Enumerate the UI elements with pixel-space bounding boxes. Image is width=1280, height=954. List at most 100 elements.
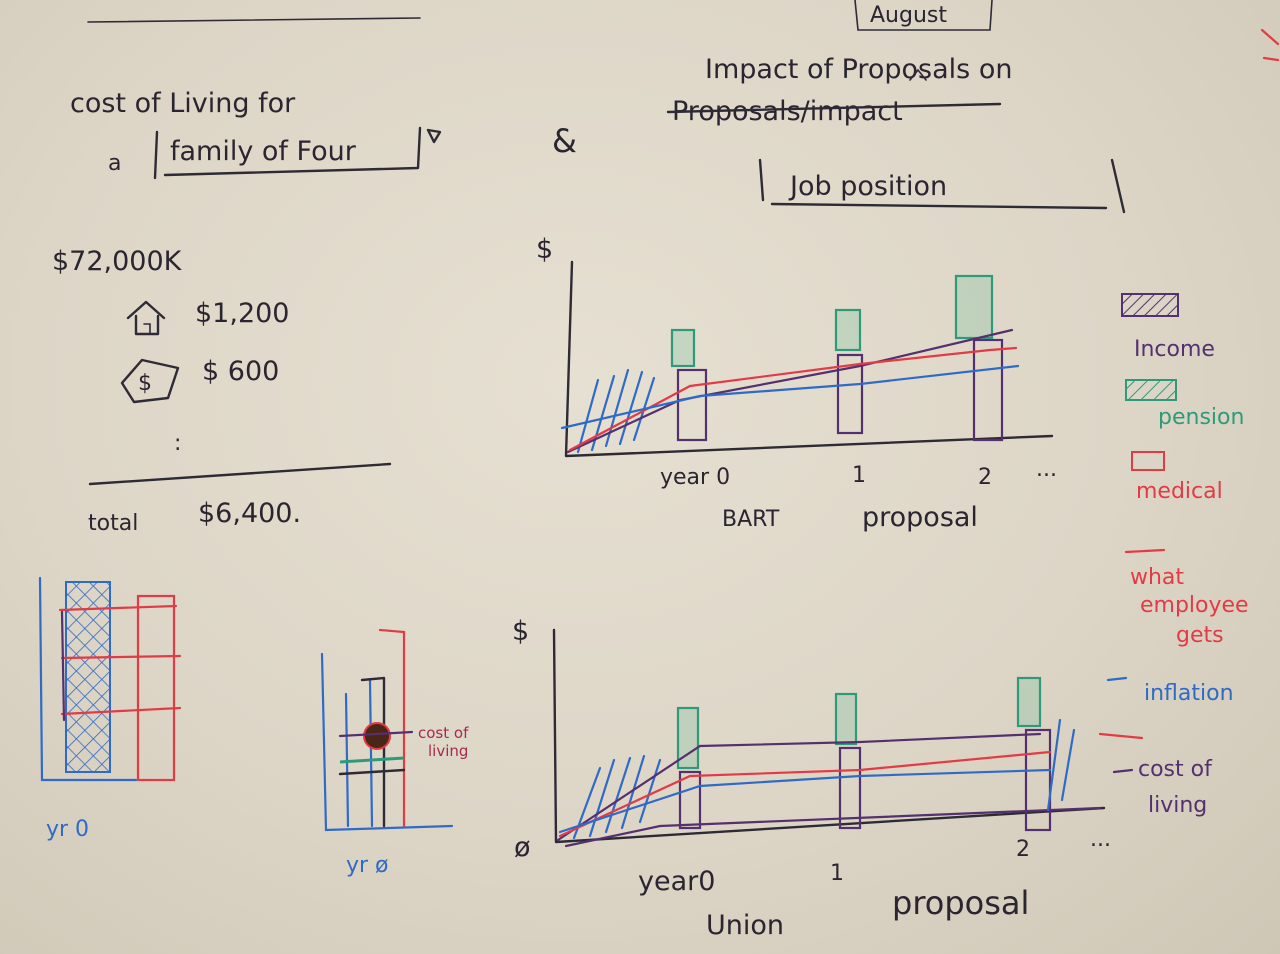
bottom-right-hatch	[1046, 718, 1076, 812]
top-tick-0: year 0	[660, 465, 730, 490]
money-icon: $	[120, 358, 180, 404]
cost-of-living-marker-icon	[363, 722, 391, 750]
total-value: $6,400.	[198, 498, 301, 529]
income-amount: $72,000K	[52, 246, 183, 277]
total-label: total	[88, 511, 138, 536]
bottom-line-income	[556, 732, 1042, 842]
legend-medical-label: medical	[1136, 479, 1223, 504]
small-chart-yr-null: cost of living yr ø	[320, 628, 469, 878]
small-right-red-bar	[378, 628, 406, 828]
small-right-axes	[320, 652, 454, 832]
caret-insert	[909, 68, 927, 81]
callout-line-2: living	[428, 742, 468, 760]
bottom-bar-income-2	[1024, 728, 1052, 832]
small-left-axes	[38, 576, 138, 782]
month-label: August	[870, 3, 947, 28]
total-rule	[88, 462, 392, 486]
job-position: Job position	[788, 171, 947, 202]
small-left-red-bar	[136, 594, 176, 782]
legend-employee-swatch	[1124, 548, 1166, 554]
top-bar-income-2	[972, 338, 1004, 442]
bottom-tick-2: 2	[1016, 837, 1030, 862]
top-axes	[564, 260, 1054, 458]
family-box	[153, 126, 422, 180]
month-box	[854, 0, 993, 31]
legend-pension-label: pension	[1158, 405, 1244, 430]
bottom-origin-hatch	[572, 754, 662, 840]
top-line-inflation	[560, 364, 1020, 430]
small-right-blue-bars	[344, 678, 374, 828]
small-left-label: yr 0	[46, 817, 89, 842]
bottom-line-inflation	[558, 768, 1052, 834]
bottom-tick-1: 1	[830, 861, 844, 886]
bottom-tick-more: ...	[1090, 827, 1111, 852]
legend-col-scribble	[1098, 732, 1144, 740]
top-bar-pension-0	[670, 328, 696, 368]
small-left-cross-bar	[65, 581, 111, 773]
edge-red-mark	[1260, 28, 1280, 62]
bottom-bar-income-0	[678, 770, 702, 830]
small-right-ink-bar	[360, 676, 386, 828]
impact-title: Impact of Proposals on	[705, 54, 1012, 85]
title-a: a	[108, 151, 121, 176]
legend-income-label: Income	[1134, 337, 1215, 362]
legend-employee-line-1: what	[1130, 565, 1184, 590]
small-right-green-line	[339, 756, 405, 764]
top-y-symbol: $	[536, 234, 553, 265]
job-box	[758, 158, 1126, 214]
legend-pension-swatch	[1125, 379, 1177, 401]
strike-line	[666, 102, 1002, 114]
top-caption-bart: BART	[722, 507, 780, 532]
legend-income-swatch	[1121, 293, 1179, 317]
bottom-bar-pension-2	[1016, 676, 1042, 728]
svg-text:$: $	[138, 371, 152, 396]
top-tick-more: ...	[1036, 457, 1057, 482]
small-left-red-arrows	[58, 604, 182, 716]
top-line-income	[566, 328, 1014, 454]
top-line-medical	[568, 346, 1018, 452]
family-of-four: family of Four	[170, 136, 357, 167]
callout-line-1: cost of	[418, 724, 469, 742]
top-origin-hatch	[576, 368, 656, 454]
legend-employee-line-3: gets	[1176, 623, 1224, 648]
bottom-caption-proposal: proposal	[892, 884, 1029, 922]
legend-inflation-label: inflation	[1144, 681, 1234, 706]
legend-employee-line-2: employee	[1140, 593, 1249, 618]
top-tick-1: 1	[852, 463, 866, 488]
bottom-tick-0: year0	[638, 866, 715, 897]
top-rule-left	[87, 17, 421, 23]
bart-chart: $ year 0 1 2 ... BART proposal	[536, 234, 1057, 533]
bottom-bar-pension-1	[834, 692, 858, 746]
small-chart-yr0: yr 0	[38, 576, 182, 842]
legend-col-line-2: living	[1148, 793, 1207, 818]
bottom-line-col	[564, 806, 1102, 848]
small-right-label: yr ø	[346, 853, 389, 878]
bottom-bar-income-1	[838, 746, 862, 830]
ampersand: &	[552, 122, 577, 160]
top-tick-2: 2	[978, 465, 992, 490]
bottom-caption-union: Union	[706, 910, 784, 941]
bottom-y-symbol: $	[512, 616, 529, 647]
top-bar-income-0	[676, 368, 708, 442]
dropdown-triangle-icon	[426, 128, 442, 144]
more-items-ellipsis: :	[174, 431, 181, 456]
small-right-black-line	[338, 768, 406, 776]
top-bar-pension-2	[954, 274, 994, 340]
top-bar-pension-1	[834, 308, 862, 352]
top-bar-income-1	[836, 353, 864, 435]
legend-medical-swatch	[1131, 451, 1165, 471]
rent-amount: $1,200	[195, 298, 289, 329]
money-amount: $ 600	[202, 356, 279, 387]
legend-col-line-1: cost of	[1138, 757, 1213, 782]
legend: Income pension medical what employee get…	[1098, 293, 1249, 818]
small-left-purple-marker	[60, 610, 66, 722]
bottom-bar-pension-0	[676, 706, 700, 770]
legend-col-swatch	[1112, 768, 1134, 774]
bottom-axes	[552, 628, 1106, 844]
small-right-purple-line	[338, 730, 414, 738]
cost-of-living-title: cost of Living for	[70, 88, 296, 119]
union-chart: $ ø year0 1 2 ... Union proposal	[512, 616, 1111, 941]
bottom-origin: ø	[514, 832, 531, 863]
top-caption-proposal: proposal	[862, 502, 978, 533]
